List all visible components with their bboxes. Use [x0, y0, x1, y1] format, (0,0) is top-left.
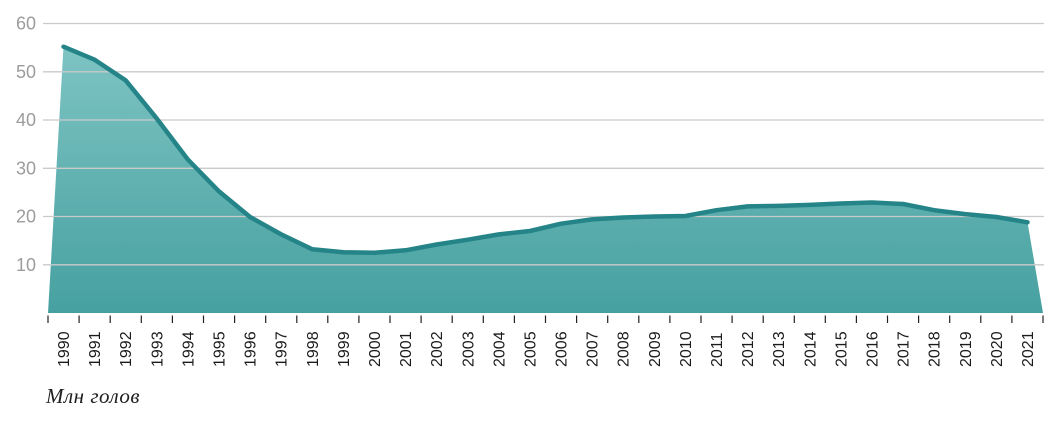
x-axis-label-1998: 1998 [305, 331, 322, 367]
y-axis-label-40: 40 [16, 110, 36, 130]
y-axis-label-10: 10 [16, 255, 36, 275]
y-axis-label-20: 20 [16, 207, 36, 227]
x-axis-label-2010: 2010 [678, 331, 695, 367]
x-axis-label-1990: 1990 [56, 331, 73, 367]
x-axis-label-2011: 2011 [709, 332, 726, 367]
x-axis-label-2017: 2017 [896, 331, 913, 367]
x-axis-label-2020: 2020 [989, 331, 1006, 367]
x-axis-label-2019: 2019 [958, 331, 975, 367]
x-axis-label-2000: 2000 [367, 331, 384, 367]
y-axis-label-30: 30 [16, 158, 36, 178]
x-axis-label-2001: 2001 [398, 331, 415, 367]
x-axis-label-2005: 2005 [523, 331, 540, 367]
x-axis-label-2004: 2004 [491, 331, 508, 367]
y-axis-label-60: 60 [16, 14, 36, 34]
data-line [61, 44, 1030, 255]
x-axis-label-1997: 1997 [274, 331, 291, 367]
x-axis-label-2007: 2007 [585, 331, 602, 367]
x-axis-label-2013: 2013 [771, 331, 788, 367]
x-axis-label-2015: 2015 [833, 331, 850, 367]
y-axis-label-50: 50 [16, 62, 36, 82]
x-axis-label-2003: 2003 [460, 331, 477, 367]
x-axis-label-2014: 2014 [802, 331, 819, 367]
x-axis-label-1996: 1996 [243, 331, 260, 367]
x-axis-label-1999: 1999 [336, 331, 353, 367]
x-axis-label-2006: 2006 [554, 331, 571, 367]
y-axis-unit-caption: Млн голов [46, 384, 141, 408]
x-axis-label-2008: 2008 [616, 331, 633, 367]
x-axis-label-1993: 1993 [149, 331, 166, 367]
x-axis-label-1994: 1994 [180, 331, 197, 367]
x-axis-label-1992: 1992 [118, 331, 135, 367]
x-axis-label-2018: 2018 [927, 331, 944, 367]
x-axis-label-2016: 2016 [865, 331, 882, 367]
x-axis-label-1995: 1995 [212, 331, 229, 367]
area-fill [48, 46, 1043, 313]
x-axis-label-2012: 2012 [740, 331, 757, 367]
x-axis-label-2021: 2021 [1020, 331, 1037, 367]
x-axis-label-2009: 2009 [647, 331, 664, 367]
x-axis-label-1991: 1991 [87, 331, 104, 367]
x-axis-label-2002: 2002 [429, 331, 446, 367]
